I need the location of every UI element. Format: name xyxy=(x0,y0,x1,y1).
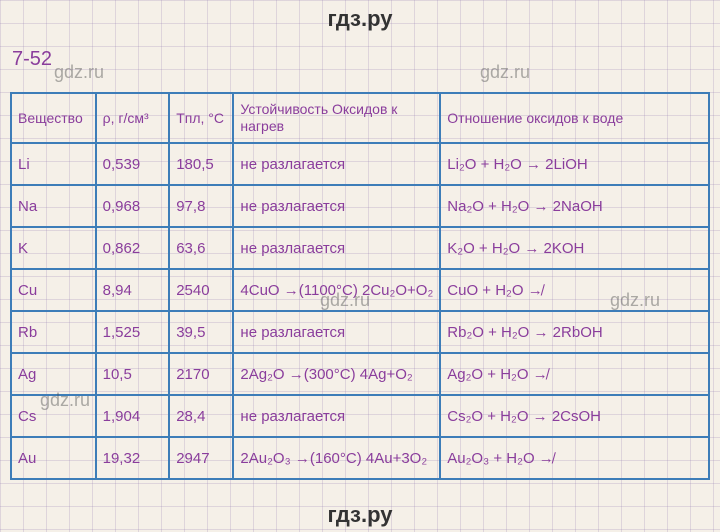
table-row: Au19,3229472Au₂O₃ →(160°C) 4Au+3O₂Au₂O₃ … xyxy=(11,437,709,479)
header-substance: Вещество xyxy=(11,93,96,143)
table-cell: 0,862 xyxy=(96,227,170,269)
table-row: Rb1,52539,5не разлагаетсяRb₂O + H₂O → 2R… xyxy=(11,311,709,353)
table-row: Cu8,9425404CuO →(1100°C) 2Cu₂O+O₂CuO + H… xyxy=(11,269,709,311)
table-cell: 1,525 xyxy=(96,311,170,353)
table-cell: Li xyxy=(11,143,96,185)
table-cell: 63,6 xyxy=(169,227,233,269)
table-row: Na0,96897,8не разлагаетсяNa₂O + H₂O → 2N… xyxy=(11,185,709,227)
table-cell: 39,5 xyxy=(169,311,233,353)
table-cell: Na xyxy=(11,185,96,227)
table-cell: 10,5 xyxy=(96,353,170,395)
table-cell: 28,4 xyxy=(169,395,233,437)
top-brand-label: гдз.ру xyxy=(0,6,720,32)
header-melt: Tпл, °C xyxy=(169,93,233,143)
chemistry-table: Вещество ρ, г/см³ Tпл, °C Устойчивость О… xyxy=(10,92,710,480)
table-cell: не разлагается xyxy=(233,143,440,185)
table-cell: 97,8 xyxy=(169,185,233,227)
table-cell: 0,968 xyxy=(96,185,170,227)
table-cell: 0,539 xyxy=(96,143,170,185)
table-cell: 8,94 xyxy=(96,269,170,311)
table-cell: K xyxy=(11,227,96,269)
table-cell: 2540 xyxy=(169,269,233,311)
table-cell: Ag₂O + H₂O ↛ xyxy=(440,353,709,395)
table-cell: Cs xyxy=(11,395,96,437)
table-cell: не разлагается xyxy=(233,227,440,269)
bottom-brand-label: гдз.ру xyxy=(0,502,720,528)
table-cell: не разлагается xyxy=(233,395,440,437)
table-row: Li0,539180,5не разлагаетсяLi₂O + H₂O → 2… xyxy=(11,143,709,185)
table-cell: Au₂O₃ + H₂O ↛ xyxy=(440,437,709,479)
table-row: Cs1,90428,4не разлагаетсяCs₂O + H₂O → 2C… xyxy=(11,395,709,437)
table-cell: 180,5 xyxy=(169,143,233,185)
table-cell: Li₂O + H₂O → 2LiOH xyxy=(440,143,709,185)
table-cell: 1,904 xyxy=(96,395,170,437)
table-cell: 2947 xyxy=(169,437,233,479)
table-body: Li0,539180,5не разлагаетсяLi₂O + H₂O → 2… xyxy=(11,143,709,479)
table-cell: Cs₂O + H₂O → 2CsOH xyxy=(440,395,709,437)
table-cell: Ag xyxy=(11,353,96,395)
table-cell: 2Ag₂O →(300°C) 4Ag+O₂ xyxy=(233,353,440,395)
table-cell: Au xyxy=(11,437,96,479)
table-cell: CuO + H₂O ↛ xyxy=(440,269,709,311)
table-cell: Na₂O + H₂O → 2NaOH xyxy=(440,185,709,227)
table-cell: 2Au₂O₃ →(160°C) 4Au+3O₂ xyxy=(233,437,440,479)
header-stability: Устойчивость Оксидов к нагрев xyxy=(233,93,440,143)
table-cell: 19,32 xyxy=(96,437,170,479)
table-cell: не разлагается xyxy=(233,185,440,227)
table-row: Ag10,521702Ag₂O →(300°C) 4Ag+O₂Ag₂O + H₂… xyxy=(11,353,709,395)
table-row: K0,86263,6не разлагаетсяK₂O + H₂O → 2KOH xyxy=(11,227,709,269)
header-reaction: Отношение оксидов к воде xyxy=(440,93,709,143)
table-cell: Rb xyxy=(11,311,96,353)
problem-number: 7-52 xyxy=(12,48,52,71)
header-density: ρ, г/см³ xyxy=(96,93,170,143)
table-cell: K₂O + H₂O → 2KOH xyxy=(440,227,709,269)
table-cell: Cu xyxy=(11,269,96,311)
table-cell: 2170 xyxy=(169,353,233,395)
table-header-row: Вещество ρ, г/см³ Tпл, °C Устойчивость О… xyxy=(11,93,709,143)
table-cell: не разлагается xyxy=(233,311,440,353)
table-cell: Rb₂O + H₂O → 2RbOH xyxy=(440,311,709,353)
table-cell: 4CuO →(1100°C) 2Cu₂O+O₂ xyxy=(233,269,440,311)
